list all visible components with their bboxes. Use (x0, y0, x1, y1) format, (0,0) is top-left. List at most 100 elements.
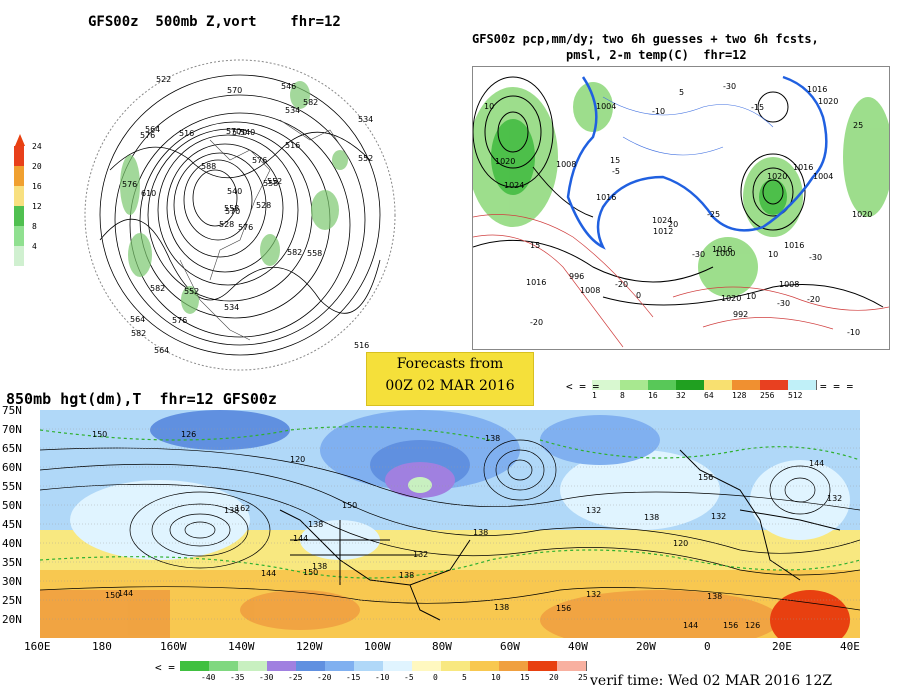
temp-legend-label: -10 (375, 673, 390, 682)
temp-legend-swatch (412, 661, 442, 671)
precip-legend-arrow: < = = (566, 380, 600, 393)
temp-legend-label: 0 (433, 673, 438, 682)
temp-legend-label: 5 (462, 673, 467, 682)
pressure-contour-label: 1016 (807, 85, 828, 94)
height-contour-label: 570 (232, 128, 248, 137)
temp-legend-label: -25 (288, 673, 303, 682)
pressure-contour-label: 1004 (813, 172, 834, 181)
vort-legend-swatch (14, 246, 24, 266)
temp-legend-label: -20 (317, 673, 332, 682)
height-contour-label: 150 (105, 591, 121, 600)
temperature-contour-label: -5 (612, 167, 620, 176)
temperature-contour-label: -30 (723, 82, 737, 91)
height-contour-label: 576 (172, 316, 188, 325)
temperature-contour-label: -20 (807, 295, 821, 304)
height-contour-label: 582 (131, 329, 147, 338)
latitude-tick: 30N (2, 575, 22, 588)
height-contour-label: 546 (281, 82, 297, 91)
precip-legend-swatch (788, 380, 817, 390)
pressure-contour-label: 992 (733, 310, 749, 319)
pressure-contour-label: 1008 (580, 286, 601, 295)
temp-legend-label: 25 (578, 673, 588, 682)
longitude-tick: 20W (636, 640, 656, 653)
height-contour-label: 138 (707, 592, 723, 601)
vort-legend-swatch (14, 186, 24, 206)
pressure-contour-label: 996 (569, 272, 585, 281)
height-contour-label: 570 (225, 207, 241, 216)
height-contour-label: 144 (293, 534, 309, 543)
top-right-title-line2: pmsl, 2-m temp(C) fhr=12 (566, 48, 747, 62)
height-contour-label: 132 (827, 494, 843, 503)
temperature-contour-label: -25 (707, 210, 721, 219)
vort-legend-label: 4 (32, 242, 37, 251)
longitude-tick: 160E (24, 640, 51, 653)
vort-legend-label: 8 (32, 222, 37, 231)
height-contour-label: 558 (224, 204, 240, 213)
pcp-pmsl-map (472, 66, 890, 350)
height-contour-label: 522 (156, 75, 172, 84)
height-contour-label: 138 (308, 520, 324, 529)
height-contour-label: 120 (290, 455, 306, 464)
precip-legend-label: 128 (732, 391, 747, 400)
forecast-box: Forecasts from 00Z 02 MAR 2016 (366, 352, 534, 406)
pressure-contour-label: 1024 (504, 181, 525, 190)
height-contour-label: 516 (179, 129, 195, 138)
height-contour-label: 552 (184, 287, 200, 296)
height-contour-label: 150 (303, 568, 319, 577)
pressure-contour-label: 1016 (784, 241, 805, 250)
temp-legend-swatch (557, 661, 587, 671)
temp-legend-swatch (238, 661, 268, 671)
temp-legend-swatch (441, 661, 471, 671)
precip-legend-swatch (704, 380, 733, 390)
precip-legend-swatch (760, 380, 789, 390)
height-contour-label: 588 (201, 162, 217, 171)
pressure-contour-label: 1000 (715, 249, 736, 258)
temp-legend-label: -35 (230, 673, 245, 682)
latitude-tick: 25N (2, 594, 22, 607)
latitude-tick: 65N (2, 442, 22, 455)
temp-legend-swatch (528, 661, 558, 671)
latitude-tick: 70N (2, 423, 22, 436)
height-contour-label: 552 (267, 177, 283, 186)
temperature-contour-label: -30 (809, 253, 823, 262)
temperature-contour-label: -20 (615, 280, 629, 289)
vorticity-legend (14, 132, 54, 262)
height-contour-label: 570 (226, 127, 242, 136)
temp-legend-swatch (383, 661, 413, 671)
height-contour-label: 582 (287, 248, 303, 257)
pressure-contour-label: 1024 (652, 216, 673, 225)
height-contour-label: 564 (145, 125, 161, 134)
height-contour-label: 138 (644, 513, 660, 522)
height-contour-label: 144 (118, 589, 134, 598)
latitude-tick: 45N (2, 518, 22, 531)
height-contour-label: 558 (307, 249, 323, 258)
height-contour-label: 132 (586, 506, 602, 515)
temp-legend-swatch (470, 661, 500, 671)
longitude-tick: 40W (568, 640, 588, 653)
height-contour-label: 552 (358, 154, 374, 163)
height-contour-label: 126 (745, 621, 761, 630)
height-contour-label: 528 (256, 201, 272, 210)
height-contour-label: 564 (154, 346, 170, 355)
latitude-tick: 50N (2, 499, 22, 512)
longitude-tick: 60W (500, 640, 520, 653)
pressure-contour-label: 1020 (495, 157, 516, 166)
height-contour-label: 132 (413, 550, 429, 559)
vort-legend-swatch (14, 166, 24, 186)
longitude-tick: 100W (364, 640, 391, 653)
pressure-contour-label: 1020 (767, 172, 788, 181)
pressure-contour-label: 1020 (818, 97, 839, 106)
temp-legend-label: 10 (491, 673, 501, 682)
height-contour-label: 144 (261, 569, 277, 578)
vort-legend-swatch (14, 146, 24, 166)
temp-legend-label: -30 (259, 673, 274, 682)
height-contour-label: 576 (140, 131, 156, 140)
forecast-box-line1: Forecasts from (396, 356, 504, 372)
precip-legend-label: 64 (704, 391, 714, 400)
pressure-contour-label: 1008 (556, 160, 577, 169)
temperature-contour-label: 20 (668, 220, 679, 229)
precip-legend-swatch (676, 380, 705, 390)
850mb-map (40, 410, 860, 638)
temp-legend-label: 20 (549, 673, 559, 682)
height-contour-label: 132 (711, 512, 727, 521)
